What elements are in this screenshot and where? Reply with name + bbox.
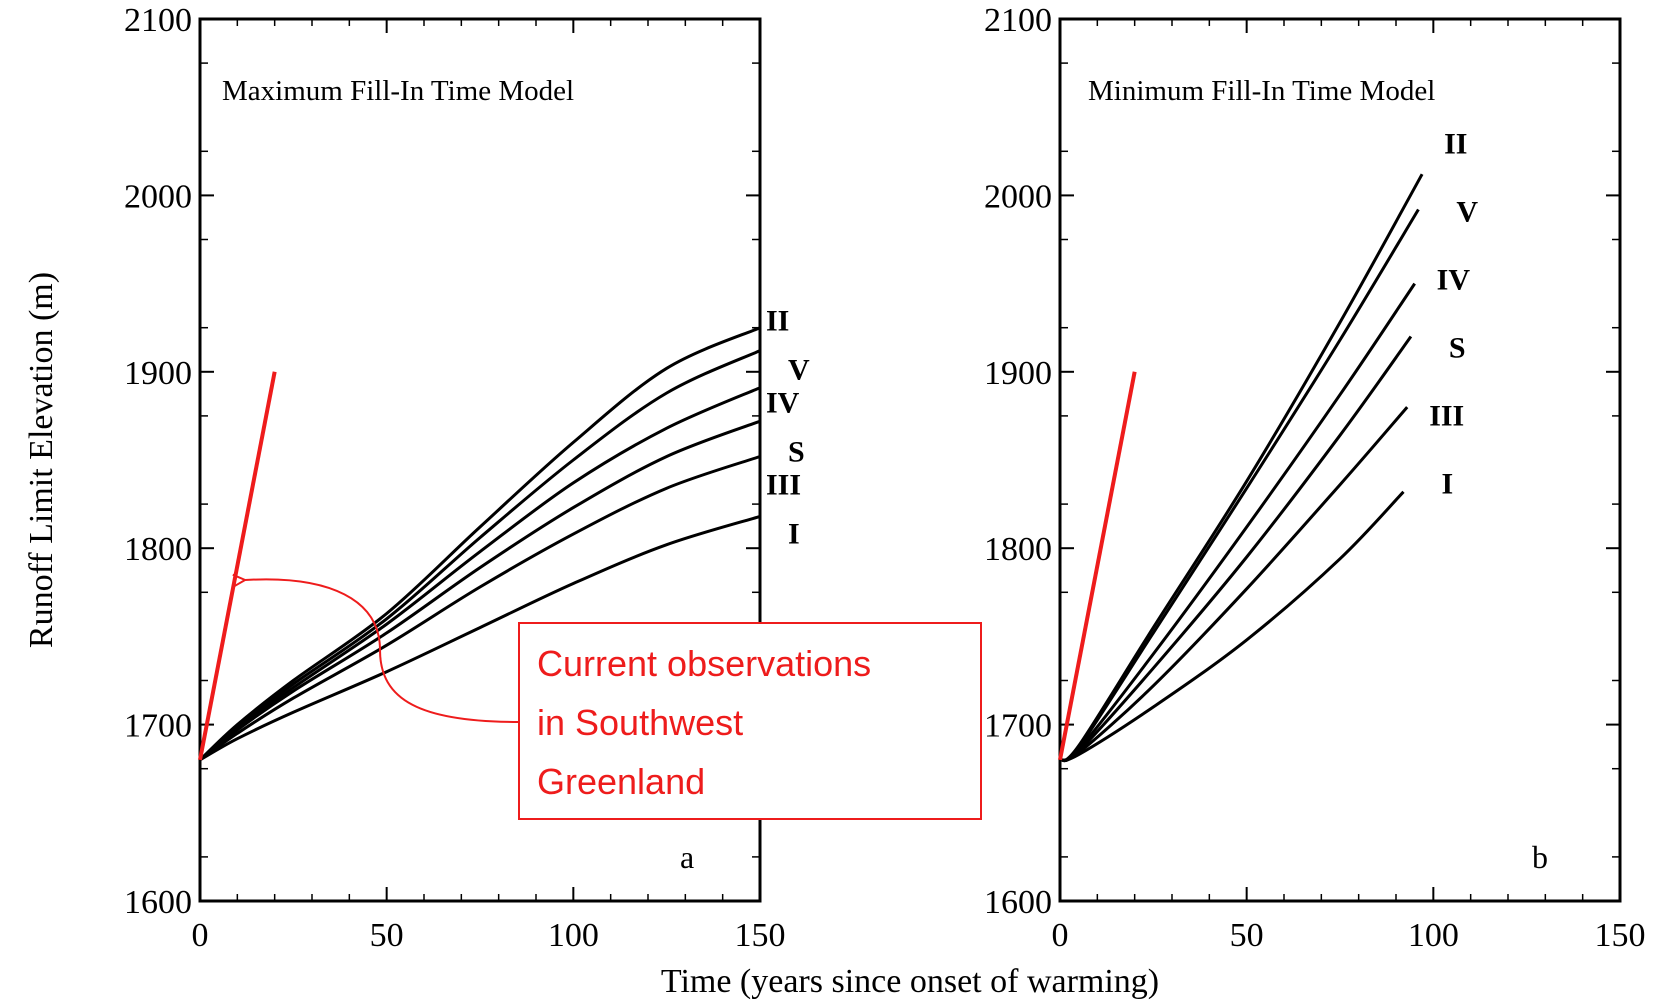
series-label-b-v: V bbox=[1456, 195, 1478, 228]
x-tick-label-a-0: 0 bbox=[192, 917, 209, 954]
x-tick-label-b-1: 50 bbox=[1230, 917, 1264, 954]
series-line-a-ii bbox=[198, 326, 761, 761]
y-tick-label-b-5: 2100 bbox=[984, 2, 1052, 39]
annotation-text-line-1: Current observations bbox=[537, 643, 871, 684]
y-tick-label-a-0: 1600 bbox=[124, 884, 192, 921]
series-label-a-iii: III bbox=[766, 468, 801, 501]
series-line-b-iv bbox=[1059, 282, 1416, 763]
annotation-box bbox=[518, 622, 982, 820]
series-line-b-iii bbox=[1059, 406, 1409, 763]
x-tick-label-a-1: 50 bbox=[370, 917, 404, 954]
panel-b-label: b bbox=[1532, 839, 1548, 875]
series-label-a-ii: II bbox=[766, 305, 789, 338]
x-tick-label-b-0: 0 bbox=[1052, 917, 1069, 954]
panel-b-ticks: 1600 1700 1800 1900 2000 2100 0 50 100 150 bbox=[984, 2, 1646, 954]
series-label-a-v: V bbox=[788, 354, 810, 387]
x-tick-label-b-2: 100 bbox=[1408, 917, 1459, 954]
observation-trend-line-a bbox=[198, 371, 277, 761]
y-tick-label-b-0: 1600 bbox=[984, 884, 1052, 921]
series-line-b-i bbox=[1059, 490, 1405, 762]
annotation-text-line-2: in Southwest bbox=[537, 702, 743, 743]
series-line-a-v bbox=[198, 349, 761, 762]
y-tick-label-b-1: 1700 bbox=[984, 708, 1052, 745]
series-line-a-iii bbox=[199, 455, 761, 762]
y-tick-label-a-4: 2000 bbox=[124, 178, 192, 215]
y-tick-label-b-3: 1900 bbox=[984, 355, 1052, 392]
panel-a-title: Maximum Fill-In Time Model bbox=[222, 75, 574, 107]
panel-a-label: a bbox=[680, 839, 694, 875]
panel-a-ticks: 1600 1700 1800 1900 2000 2100 0 50 100 150 bbox=[124, 2, 786, 954]
annotation-arrow bbox=[232, 573, 520, 723]
panel-b-title: Minimum Fill-In Time Model bbox=[1088, 75, 1435, 107]
y-tick-label-b-2: 1800 bbox=[984, 531, 1052, 568]
y-axis-label: Runoff Limit Elevation (m) bbox=[23, 272, 60, 648]
series-line-a-iv bbox=[199, 386, 761, 762]
series-label-b-s: S bbox=[1449, 331, 1466, 364]
y-tick-label-a-2: 1800 bbox=[124, 531, 192, 568]
x-tick-label-b-3: 150 bbox=[1595, 917, 1646, 954]
x-tick-label-a-3: 150 bbox=[735, 917, 786, 954]
panel-b-frame bbox=[1058, 17, 1622, 903]
x-axis-label: Time (years since onset of warming) bbox=[661, 963, 1159, 1000]
series-label-b-ii: II bbox=[1444, 127, 1467, 160]
y-tick-label-a-3: 1900 bbox=[124, 355, 192, 392]
series-label-b-iv: IV bbox=[1437, 263, 1471, 296]
observation-trend-line-b bbox=[1058, 371, 1137, 761]
series-line-b-v bbox=[1059, 208, 1420, 763]
series-label-b-i: I bbox=[1441, 467, 1453, 500]
series-label-a-s: S bbox=[788, 436, 805, 469]
x-tick-label-a-2: 100 bbox=[548, 917, 599, 954]
series-line-a-i bbox=[199, 514, 761, 762]
annotation-text-line-3: Greenland bbox=[537, 761, 705, 802]
y-tick-label-b-4: 2000 bbox=[984, 178, 1052, 215]
series-label-a-iv: IV bbox=[766, 387, 800, 420]
y-tick-label-a-5: 2100 bbox=[124, 2, 192, 39]
series-line-a-s bbox=[199, 419, 761, 762]
series-label-a-i: I bbox=[788, 517, 800, 550]
panel-a-frame bbox=[198, 17, 762, 903]
series-label-b-iii: III bbox=[1429, 399, 1464, 432]
y-tick-label-a-1: 1700 bbox=[124, 708, 192, 745]
